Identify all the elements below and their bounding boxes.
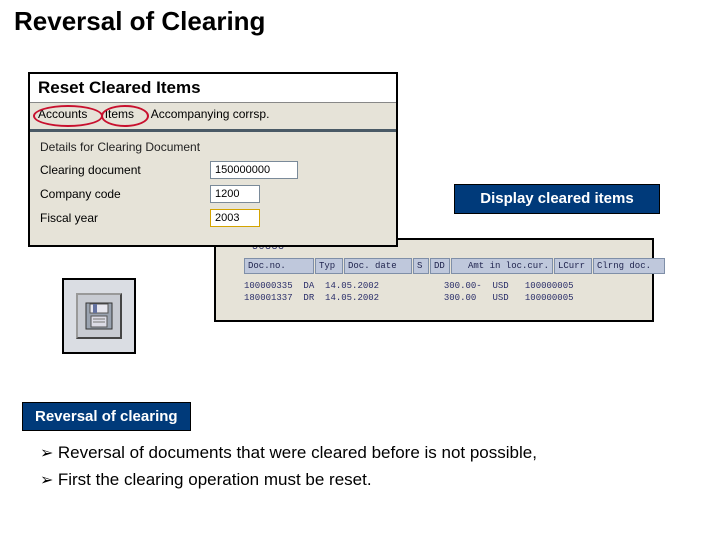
col-lcurr: LCurr [554,258,592,274]
col-clrdoc: Clrng doc. [593,258,665,274]
slide-title: Reversal of Clearing [14,6,265,37]
callout-reversal-of-clearing: Reversal of clearing [22,402,191,431]
menu-items[interactable]: Items [105,107,134,121]
col-docno: Doc.no. [244,258,314,274]
window-menu: Accounts Items Accompanying corrsp. [30,103,396,123]
bullet-list: Reversal of documents that were cleared … [40,440,537,494]
row-clearing-document: Clearing document 150000000 [30,158,396,182]
grid-row: 100000335 DA 14.05.2002 300.00- USD 1000… [244,280,574,292]
reset-cleared-items-window: Reset Cleared Items Accounts Items Accom… [28,72,398,247]
window-title: Reset Cleared Items [30,74,396,103]
input-company-code[interactable]: 1200 [210,185,260,203]
col-typ: Typ [315,258,343,274]
bullet-2: First the clearing operation must be res… [40,467,537,494]
row-company-code: Company code 1200 [30,182,396,206]
col-date: Doc. date [344,258,412,274]
label-fiscal-year: Fiscal year [40,211,210,225]
section-label: Details for Clearing Document [30,132,396,158]
save-icon-frame [62,278,136,354]
input-fiscal-year[interactable]: 2003 [210,209,260,227]
cleared-items-grid: 50333 Doc.no. Typ Doc. date S DD Amt in … [214,238,654,322]
grid-rows: 100000335 DA 14.05.2002 300.00- USD 1000… [244,280,574,304]
menu-accompanying[interactable]: Accompanying corrsp. [151,107,270,121]
col-amt: Amt in loc.cur. [451,258,553,274]
col-dd: DD [430,258,450,274]
grid-row: 180001337 DR 14.05.2002 300.00 USD 10000… [244,292,574,304]
label-clearing-document: Clearing document [40,163,210,177]
save-icon [84,301,114,331]
row-fiscal-year: Fiscal year 2003 [30,206,396,230]
col-s: S [413,258,429,274]
input-clearing-document[interactable]: 150000000 [210,161,298,179]
save-button[interactable] [76,293,122,339]
label-company-code: Company code [40,187,210,201]
grid-header: Doc.no. Typ Doc. date S DD Amt in loc.cu… [244,258,666,274]
callout-display-cleared-items: Display cleared items [454,184,660,214]
menu-accounts[interactable]: Accounts [38,107,87,121]
bullet-1: Reversal of documents that were cleared … [40,440,537,467]
